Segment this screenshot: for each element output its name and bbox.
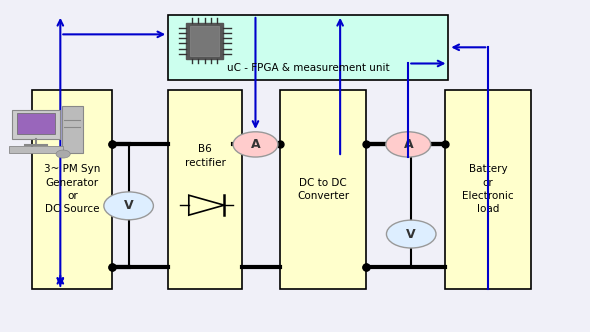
Text: 3~ PM Syn
Generator
or
DC Source: 3~ PM Syn Generator or DC Source [44, 164, 100, 214]
Bar [168, 15, 448, 80]
Text: A: A [251, 138, 260, 151]
Circle shape [386, 132, 431, 157]
Circle shape [233, 132, 278, 157]
Bar [445, 90, 531, 289]
Bar [32, 90, 112, 289]
Circle shape [56, 150, 70, 158]
Bar [186, 23, 223, 59]
Text: Battery
or
Electronic
load: Battery or Electronic load [463, 164, 514, 214]
Text: DC to DC
Converter: DC to DC Converter [297, 178, 349, 201]
Text: uC - FPGA & measurement unit: uC - FPGA & measurement unit [227, 63, 389, 73]
Bar [168, 90, 242, 289]
Text: V: V [407, 227, 416, 241]
Bar [62, 106, 83, 153]
Bar [280, 90, 366, 289]
Text: V: V [124, 199, 133, 212]
Circle shape [104, 192, 153, 220]
Bar [17, 113, 55, 134]
Text: B6
rectifier: B6 rectifier [185, 144, 225, 168]
Bar [12, 110, 60, 139]
Circle shape [386, 220, 436, 248]
Bar [9, 146, 63, 153]
Text: A: A [404, 138, 413, 151]
Bar [191, 26, 219, 56]
